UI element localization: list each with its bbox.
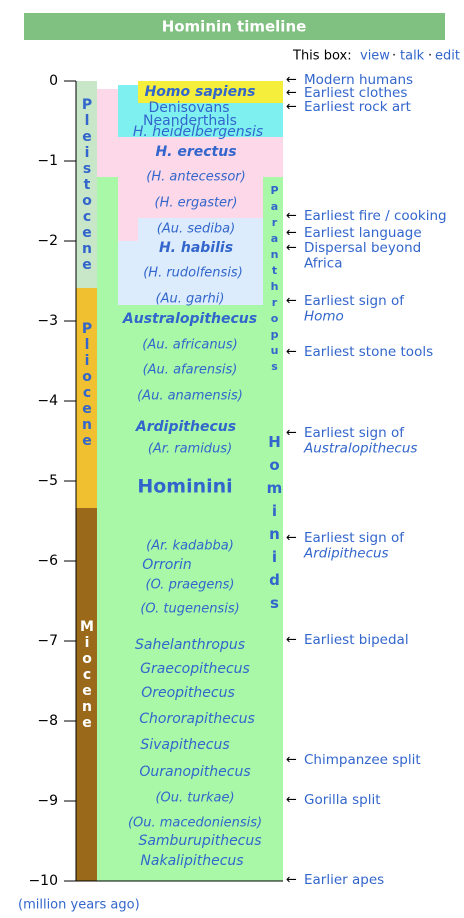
taxon-label: (Au. afarensis) (143, 363, 238, 378)
taxon-label: (H. ergaster) (155, 196, 238, 211)
link[interactable]: talk (400, 49, 425, 64)
taxon-label: (Ou. turkae) (155, 791, 234, 806)
title-bar (24, 13, 445, 40)
taxon-label: Chororapithecus (139, 711, 255, 727)
event-arrow: ← (286, 531, 297, 546)
taxon-label: Neanderthals (143, 113, 237, 129)
taxon-label: Orrorin (142, 557, 192, 573)
tick-label: −1 (37, 153, 58, 169)
taxon-label: (Ou. macedoniensis) (128, 816, 262, 831)
svg-text:·: · (428, 49, 432, 64)
event-arrow: ← (286, 753, 297, 768)
event-arrow: ← (286, 345, 297, 360)
taxon-label: (H. rudolfensis) (143, 266, 243, 281)
event-label[interactable]: Chimpanzee split (304, 752, 421, 768)
link[interactable]: edit (435, 49, 460, 64)
event-label[interactable]: Earliest rock art (304, 99, 411, 115)
taxon-label: Nakalipithecus (140, 853, 243, 869)
event-label[interactable]: Dispersal beyond (304, 240, 421, 256)
taxon-label: (Au. garhi) (156, 292, 225, 307)
event-label[interactable]: Earliest clothes (304, 85, 407, 101)
taxon-label: (Ar. ramidus) (148, 442, 232, 457)
event-arrow: ← (286, 226, 297, 241)
event-label[interactable]: Earliest stone tools (304, 344, 433, 360)
taxon-label: (Au. anamensis) (137, 389, 243, 404)
taxon-label: Hominini (137, 476, 232, 498)
axis-unit: (million years ago) (18, 898, 140, 913)
tick-label: −2 (37, 233, 58, 249)
group-label: Paranthropus (268, 184, 281, 376)
event-arrow: ← (286, 426, 297, 441)
tick-label: 0 (49, 73, 58, 89)
taxon-label: Ardipithecus (135, 419, 236, 435)
epoch-label: Pliocene (79, 321, 95, 449)
tick-label: −5 (37, 473, 58, 489)
epoch-bar (76, 288, 97, 508)
event-label[interactable]: Australopithecus (303, 441, 417, 457)
title: Hominin timeline (162, 18, 307, 36)
tick-label: −9 (37, 793, 58, 809)
tick-label: −3 (37, 313, 58, 329)
taxon-label: H. heidelbergensis (133, 124, 263, 140)
tick-label: −8 (37, 713, 58, 729)
group-label: Hominids (266, 433, 284, 617)
taxon-label: Samburupithecus (138, 833, 261, 849)
taxon-label: Sivapithecus (140, 737, 229, 753)
taxon-label: Ouranopithecus (139, 764, 250, 780)
epoch-label: Pleistocene (79, 97, 95, 273)
habilis-area (118, 241, 138, 305)
event-arrow: ← (286, 86, 297, 101)
tick-label: −6 (37, 553, 58, 569)
epoch-label: Miocene (79, 619, 95, 731)
taxon-label: Sahelanthropus (135, 637, 245, 653)
taxon-label: (O. praegens) (146, 578, 235, 593)
link[interactable]: view (360, 49, 390, 64)
event-label[interactable]: Africa (304, 256, 343, 272)
taxon-label: H. habilis (159, 240, 233, 256)
event-arrow: ← (286, 873, 297, 888)
taxon-label: Oreopithecus (141, 685, 235, 701)
event-label[interactable]: Gorilla split (304, 792, 381, 808)
taxon-label: Denisovans (148, 100, 229, 116)
taxon-label: (O. tugenensis) (140, 602, 239, 617)
tick-label: −4 (37, 393, 58, 409)
event-arrow: ← (286, 633, 297, 648)
taxon-label: Australopithecus (122, 311, 257, 327)
event-label[interactable]: Earliest fire / cooking (304, 208, 447, 224)
event-arrow: ← (286, 73, 297, 88)
event-label[interactable]: Earliest sign of (304, 425, 405, 441)
taxon-label: (Ar. kadabba) (146, 539, 234, 554)
event-label[interactable]: Earliest sign of (304, 293, 405, 309)
event-label[interactable]: Earlier apes (304, 872, 384, 888)
event-arrow: ← (286, 294, 297, 309)
event-arrow: ← (286, 209, 297, 224)
event-label[interactable]: Earliest bipedal (304, 632, 409, 648)
taxon-label: Graecopithecus (140, 661, 250, 677)
epoch-bar (76, 508, 97, 881)
event-label[interactable]: Earliest language (304, 225, 422, 241)
event-label[interactable]: Ardipithecus (303, 546, 389, 562)
taxon-label: (Au. sediba) (157, 222, 235, 237)
tick-label: −7 (37, 633, 58, 649)
taxon-label: (Au. africanus) (142, 338, 237, 353)
tick-label: −10 (28, 873, 58, 889)
event-label[interactable]: Earliest sign of (304, 530, 405, 546)
event-label[interactable]: Modern humans (304, 72, 413, 88)
event-arrow: ← (286, 793, 297, 808)
event-arrow: ← (286, 241, 297, 256)
epoch-bar (76, 81, 97, 288)
taxon-label: (H. antecessor) (146, 170, 245, 185)
habilis-area (138, 218, 263, 305)
event-arrow: ← (286, 100, 297, 115)
box-label: This box: (292, 49, 352, 64)
svg-text:·: · (392, 49, 396, 64)
sapiens-area (138, 81, 283, 103)
event-label[interactable]: Homo (304, 309, 344, 325)
taxon-label: Homo sapiens (145, 84, 256, 100)
taxon-label: H. erectus (155, 144, 236, 160)
